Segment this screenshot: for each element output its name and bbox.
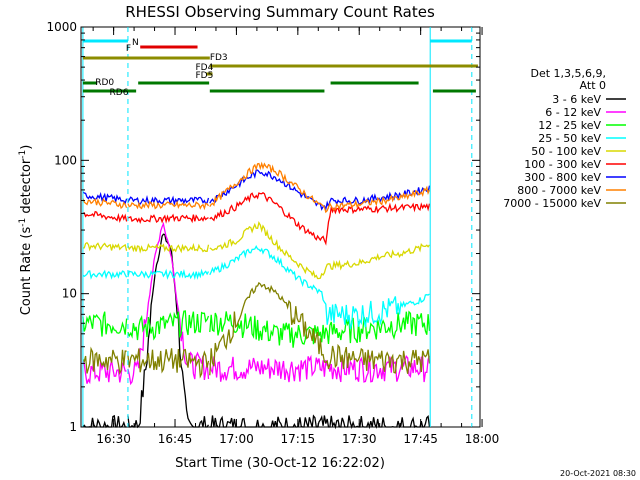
series-layer: [82, 161, 431, 430]
series-line-9: [82, 281, 431, 379]
marker-layer: [82, 27, 473, 427]
legend-header-1: Det 1,3,5,6,9,: [530, 67, 606, 80]
y-tick-label-4: 1000: [46, 20, 77, 34]
series-line-4: [82, 245, 430, 329]
y-axis-label-part: detector: [19, 158, 34, 218]
legend-label-2: 6 - 12 keV: [545, 106, 601, 119]
legend-label-7: 300 - 800 keV: [524, 171, 601, 184]
flag-label-4: FD4: [195, 63, 213, 73]
plot-frame: [80, 26, 481, 428]
y-axis-label: Count Rate (s-1 detector-1): [18, 145, 34, 316]
flag-label-3: FD3: [210, 53, 228, 63]
x-tick-label-3: 17:00: [219, 432, 254, 446]
footer-date: 20-Oct-2021 08:30: [560, 469, 636, 478]
y-tick-label-2: 10: [62, 287, 77, 301]
series-line-5: [82, 221, 431, 280]
legend-label-9: 7000 - 15000 keV: [503, 197, 601, 210]
series-line-6: [82, 192, 431, 246]
flag-label-6: RD0: [95, 78, 114, 88]
x-axis-label: Start Time (30-Oct-12 16:22:02): [175, 456, 385, 471]
legend-label-5: 50 - 100 keV: [531, 145, 601, 158]
y-tick-label-1: 1: [69, 420, 77, 434]
flag-label-2: F: [126, 44, 131, 54]
x-tick-label-6: 17:45: [403, 432, 438, 446]
legend-label-1: 3 - 6 keV: [552, 93, 601, 106]
y-axis-label-part: ): [19, 145, 34, 150]
x-tick-label-7: 18:00: [465, 432, 500, 446]
flag-label-1: N: [132, 38, 139, 48]
y-axis-label-exponent: -1: [18, 150, 28, 159]
flag-label-5: FD5: [195, 71, 213, 81]
legend-label-4: 25 - 50 keV: [538, 132, 601, 145]
series-line-3: [82, 310, 431, 348]
flag-label-7: RD6: [110, 88, 129, 98]
legend-label-6: 100 - 300 keV: [524, 158, 601, 171]
legend-label-3: 12 - 25 keV: [538, 119, 601, 132]
x-tick-label-4: 17:15: [281, 432, 316, 446]
x-tick-label-1: 16:30: [96, 432, 131, 446]
legend-header-2: Att 0: [580, 79, 606, 92]
x-tick-label-2: 16:45: [158, 432, 193, 446]
axis-layer: 1 10 100 1000 16:30 16:45 17:00 17:15 17:30 17:45…: [46, 20, 499, 446]
chart-title: RHESSI Observing Summary Count Rates: [125, 3, 435, 21]
series-line-7: [82, 169, 431, 212]
x-tick-label-5: 17:30: [342, 432, 377, 446]
y-tick-label-3: 100: [54, 153, 77, 167]
legend-label-8: 800 - 7000 keV: [517, 184, 601, 197]
y-axis-label-exponent: -1: [18, 218, 28, 227]
series-line-8: [82, 161, 431, 214]
